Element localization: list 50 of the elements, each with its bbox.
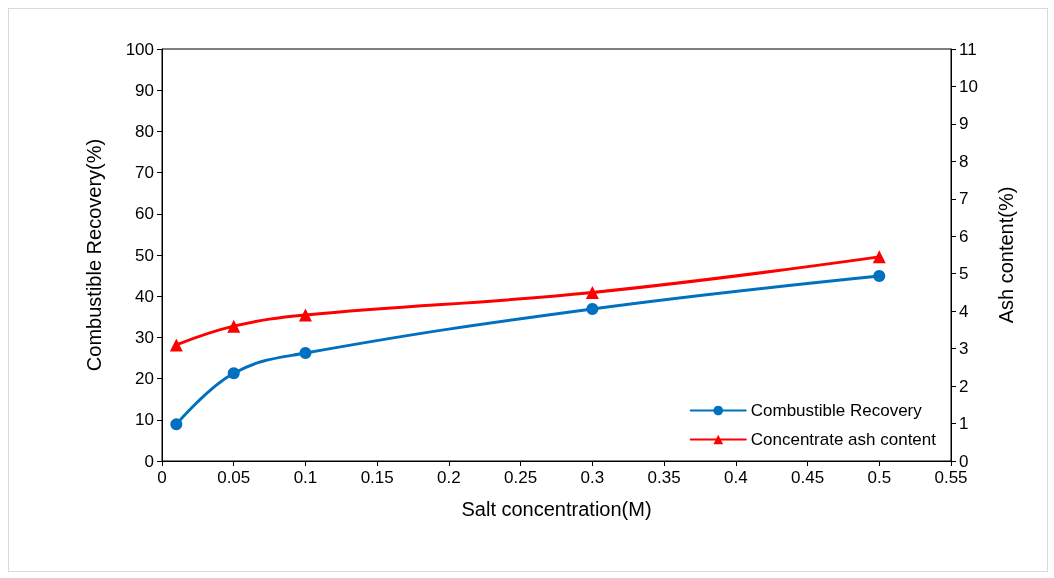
legend-label: Concentrate ash content [750,430,937,449]
y2-axis-title: Ash content(%) [995,186,1017,324]
point [227,367,240,380]
point [586,302,599,315]
y2-tick-label: 8 [959,151,969,171]
y2-tick-label: 0 [959,451,969,471]
x-tick-label: 0 [157,468,167,487]
x-tick-label: 0.55 [934,468,968,487]
y2-tick-label: 9 [959,114,969,134]
y-tick-label: 90 [135,80,154,100]
x-tick-label: 0.4 [724,468,748,487]
y2-tick-label: 11 [959,39,977,59]
y-axis-title: Combustible Recovery(%) [83,138,105,372]
y-tick-label: 50 [135,245,154,265]
point [872,250,886,264]
y2-tick-label: 1 [959,414,969,434]
point [227,319,241,333]
y-tick-label: 80 [135,121,154,141]
y-tick-label: 60 [135,204,154,224]
y2-tick-label: 6 [959,226,969,246]
y-tick-label: 30 [135,327,154,347]
x-axis-title: Salt concentration(M) [461,498,652,520]
y-tick-label: 0 [144,451,154,471]
y-tick-label: 20 [135,369,154,389]
x-tick-label: 0.05 [217,468,251,487]
x-tick-label: 0.5 [867,468,892,487]
x-tick-label: 0.15 [360,468,394,487]
point [298,308,312,322]
x-tick-label: 0.45 [791,468,825,487]
y-tick-label: 100 [125,39,154,59]
point [170,418,183,431]
point [873,270,886,283]
y2-tick-label: 7 [959,189,969,209]
y-tick-label: 40 [135,286,154,306]
y2-tick-label: 3 [959,339,969,359]
legend-label: Combustible Recovery [750,401,923,420]
y-tick-label: 70 [135,163,154,183]
point [169,338,183,352]
point [299,347,312,360]
y2-tick-label: 5 [959,264,969,284]
x-tick-label: 0.1 [293,468,318,487]
x-tick-label: 0.2 [437,468,461,487]
y2-tick-label: 4 [959,301,969,321]
x-tick-label: 0.3 [580,468,605,487]
point [585,285,599,299]
y2-tick-label: 2 [959,376,969,396]
y2-tick-label: 10 [959,76,978,96]
y-tick-label: 10 [135,410,154,430]
x-tick-label: 0.25 [504,468,538,487]
x-tick-label: 0.35 [647,468,681,487]
